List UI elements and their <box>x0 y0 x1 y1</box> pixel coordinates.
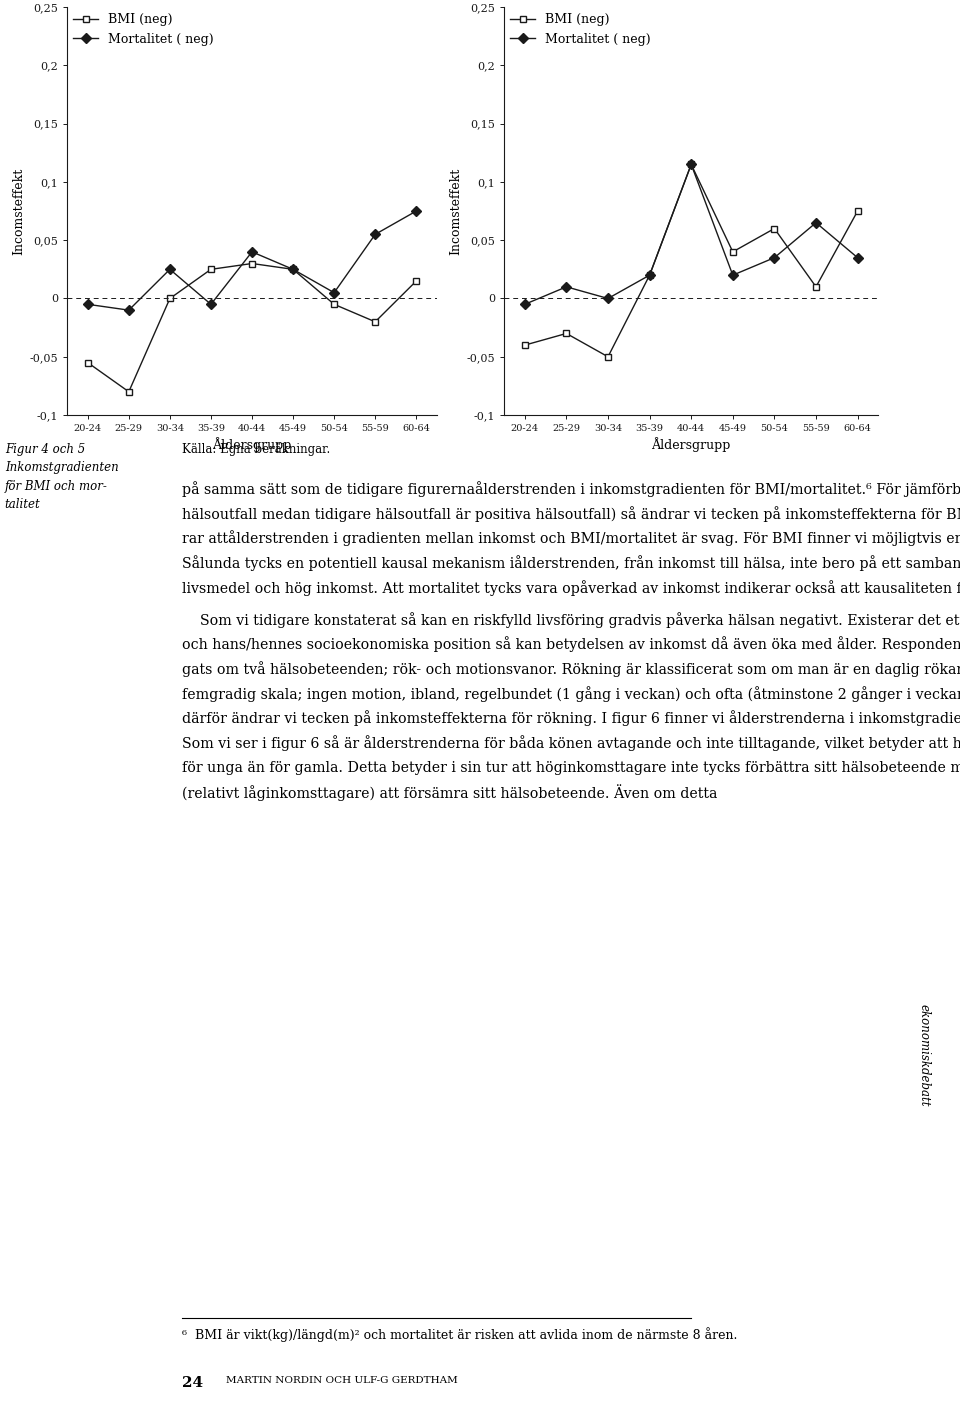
Text: på samma sätt som de tidigare figurernaålderstrenden i inkomstgradienten för BMI: på samma sätt som de tidigare figurernaå… <box>182 481 960 497</box>
Text: för unga än för gamla. Detta betyder i sin tur att höginkomsttagare inte tycks f: för unga än för gamla. Detta betyder i s… <box>182 760 960 775</box>
Text: MARTIN NORDIN OCH ULF-G GERDTHAM: MARTIN NORDIN OCH ULF-G GERDTHAM <box>226 1376 457 1384</box>
Text: Figur 4 och 5: Figur 4 och 5 <box>5 443 85 456</box>
BMI (neg) <box>519 336 531 353</box>
X-axis label: Åldersgrupp: Åldersgrupp <box>212 438 292 452</box>
Text: för BMI och mor-: för BMI och mor- <box>5 480 108 492</box>
Title: Kvinnor: Kvinnor <box>658 0 725 3</box>
Y-axis label: Incomsteffekt: Incomsteffekt <box>12 167 25 255</box>
BMI (neg) <box>561 325 572 342</box>
Mortalitet ( neg) <box>852 249 863 266</box>
Mortalitet ( neg) <box>519 295 531 312</box>
Mortalitet ( neg) <box>164 260 176 277</box>
BMI (neg) <box>769 219 780 236</box>
Mortalitet ( neg) <box>644 267 656 284</box>
Text: hälsoutfall medan tidigare hälsoutfall är positiva hälsoutfall) så ändrar vi tec: hälsoutfall medan tidigare hälsoutfall ä… <box>182 505 960 522</box>
Mortalitet ( neg) <box>602 290 613 307</box>
Line: Mortalitet ( neg): Mortalitet ( neg) <box>521 160 861 308</box>
BMI (neg) <box>644 267 656 284</box>
Text: 24: 24 <box>182 1376 204 1390</box>
Text: ekonomiskdebatt: ekonomiskdebatt <box>918 1005 931 1106</box>
Mortalitet ( neg) <box>561 279 572 295</box>
Mortalitet ( neg) <box>685 156 697 173</box>
Mortalitet ( neg) <box>287 260 299 277</box>
BMI (neg) <box>328 295 340 312</box>
Text: rar attålderstrenden i gradienten mellan inkomst och BMI/mortalitet är svag. För: rar attålderstrenden i gradienten mellan… <box>182 530 960 546</box>
Text: talitet: talitet <box>5 498 40 511</box>
Text: femgradig skala; ingen motion, ibland, regelbundet (1 gång i veckan) och ofta (å: femgradig skala; ingen motion, ibland, r… <box>182 685 960 702</box>
Text: (relativt låginkomsttagare) att försämra sitt hälsobeteende. Även om detta: (relativt låginkomsttagare) att försämra… <box>182 784 718 801</box>
BMI (neg) <box>164 290 176 307</box>
BMI (neg) <box>287 260 299 277</box>
Mortalitet ( neg) <box>370 227 381 243</box>
Legend: BMI (neg), Mortalitet ( neg): BMI (neg), Mortalitet ( neg) <box>74 13 214 45</box>
BMI (neg) <box>123 383 134 400</box>
Text: Som vi ser i figur 6 så är ålderstrenderna för båda könen avtagande och inte til: Som vi ser i figur 6 så är ålderstrender… <box>182 734 960 751</box>
Mortalitet ( neg) <box>82 295 93 312</box>
Line: BMI (neg): BMI (neg) <box>521 160 861 360</box>
Text: därför ändrar vi tecken på inkomsteffekterna för rökning. I figur 6 finner vi ål: därför ändrar vi tecken på inkomsteffekt… <box>182 711 960 726</box>
BMI (neg) <box>810 279 822 295</box>
BMI (neg) <box>82 355 93 371</box>
Mortalitet ( neg) <box>769 249 780 266</box>
Mortalitet ( neg) <box>328 284 340 301</box>
BMI (neg) <box>411 273 422 290</box>
Mortalitet ( neg) <box>411 203 422 219</box>
Mortalitet ( neg) <box>727 267 738 284</box>
Text: Källa: Egna beräkningar.: Källa: Egna beräkningar. <box>182 443 330 456</box>
BMI (neg) <box>246 255 257 272</box>
BMI (neg) <box>205 260 217 277</box>
Line: BMI (neg): BMI (neg) <box>84 260 420 395</box>
Text: ⁶  BMI är vikt(kg)/längd(m)² och mortalitet är risken att avlida inom de närmste: ⁶ BMI är vikt(kg)/längd(m)² och mortalit… <box>182 1327 738 1342</box>
BMI (neg) <box>727 243 738 260</box>
Mortalitet ( neg) <box>246 243 257 260</box>
BMI (neg) <box>685 156 697 173</box>
X-axis label: Åldersgrupp: Åldersgrupp <box>652 438 731 452</box>
Text: Som vi tidigare konstaterat så kan en riskfylld livsföring gradvis påverka hälsa: Som vi tidigare konstaterat så kan en ri… <box>182 612 960 628</box>
Legend: BMI (neg), Mortalitet ( neg): BMI (neg), Mortalitet ( neg) <box>511 13 651 45</box>
Line: Mortalitet ( neg): Mortalitet ( neg) <box>84 208 420 314</box>
Mortalitet ( neg) <box>810 214 822 231</box>
Text: Sålunda tycks en potentiell kausal mekanism iålderstrenden, från inkomst till hä: Sålunda tycks en potentiell kausal mekan… <box>182 554 960 571</box>
BMI (neg) <box>370 314 381 331</box>
Mortalitet ( neg) <box>123 301 134 318</box>
Title: Män: Män <box>233 0 271 3</box>
Text: Inkomstgradienten: Inkomstgradienten <box>5 461 118 474</box>
Text: och hans/hennes socioekonomiska position så kan betydelsen av inkomst då även ök: och hans/hennes socioekonomiska position… <box>182 636 960 653</box>
Mortalitet ( neg) <box>205 295 217 312</box>
Y-axis label: Incomsteffekt: Incomsteffekt <box>449 167 462 255</box>
BMI (neg) <box>602 349 613 366</box>
BMI (neg) <box>852 203 863 219</box>
Text: gats om två hälsobeteenden; rök- och motionsvanor. Rökning är klassificerat som : gats om två hälsobeteenden; rök- och mot… <box>182 661 960 677</box>
Text: livsmedel och hög inkomst. Att mortalitet tycks vara opåverkad av inkomst indike: livsmedel och hög inkomst. Att mortalite… <box>182 580 960 595</box>
